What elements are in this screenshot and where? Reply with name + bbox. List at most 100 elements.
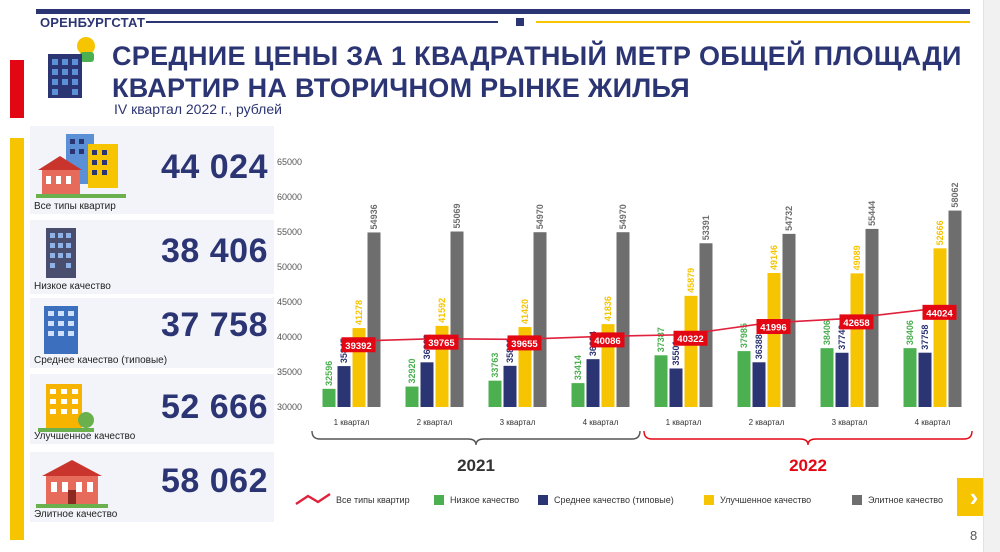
bar-mid — [420, 362, 434, 407]
legend-label: Улучшенное качество — [720, 495, 811, 505]
bar-value-label: 36388 — [754, 334, 764, 359]
line-point-label: 41996 — [760, 323, 786, 334]
page-subtitle: IV квартал 2022 г., рублей — [114, 101, 282, 117]
bar-value-label: 41420 — [520, 299, 530, 324]
page-title: СРЕДНИЕ ЦЕНЫ ЗА 1 КВАДРАТНЫЙ МЕТР ОБЩЕЙ … — [112, 41, 962, 103]
legend-label: Среднее качество (типовые) — [554, 495, 674, 505]
x-tick-label: 4 квартал — [915, 418, 951, 427]
bar-value-label: 37985 — [739, 323, 749, 348]
line-point-label: 42658 — [843, 318, 869, 329]
bar-elite — [533, 232, 547, 407]
bar-value-label: 37758 — [920, 325, 930, 350]
line-point-badge — [341, 337, 376, 353]
legend-label: Низкое качество — [450, 495, 519, 505]
low-quality-label: Низкое качество — [34, 281, 111, 292]
summary-mid-quality: 37 758 Среднее качество (типовые) — [30, 298, 274, 368]
bar-value-label: 37748 — [837, 325, 847, 350]
bar-low — [820, 348, 834, 407]
bar-value-label: 41836 — [603, 296, 613, 321]
header-rule-dot — [516, 18, 524, 26]
legend-swatch — [852, 495, 862, 505]
line-point-label: 44024 — [926, 308, 953, 319]
bar-value-label: 33414 — [573, 355, 583, 380]
line-point-label: 40322 — [677, 334, 703, 345]
yellow-apartment-icon — [38, 384, 94, 432]
x-tick-label: 1 квартал — [334, 418, 370, 427]
bar-mid — [752, 362, 766, 407]
y-tick-label: 30000 — [277, 402, 302, 412]
legend-line-swatch — [295, 493, 331, 505]
bar-value-label: 38406 — [822, 320, 832, 345]
bar-value-label: 49146 — [769, 245, 779, 270]
top-rule — [36, 9, 970, 14]
y-tick-label: 45000 — [277, 297, 302, 307]
year-label: 2021 — [457, 456, 495, 475]
apartment-block-icon — [46, 228, 76, 278]
bar-value-label: 37387 — [656, 327, 666, 352]
line-point-badge — [673, 330, 708, 346]
y-tick-label: 55000 — [277, 227, 302, 237]
bar-improved — [684, 295, 698, 407]
x-tick-label: 3 квартал — [832, 418, 868, 427]
mid-quality-value: 37 758 — [161, 306, 268, 344]
y-tick-label: 35000 — [277, 367, 302, 377]
elite-quality-value: 58 062 — [161, 462, 268, 500]
line-point-badge — [922, 304, 957, 320]
agency-name: ОРЕНБУРГСТАТ — [40, 15, 146, 30]
bar-value-label: 54970 — [535, 204, 545, 229]
x-tick-label: 4 квартал — [583, 418, 619, 427]
line-point-badge — [839, 314, 874, 330]
summary-elite-quality: 58 062 Элитное качество — [30, 452, 274, 522]
header-rule-yellow — [536, 21, 970, 23]
x-tick-label: 3 квартал — [500, 418, 536, 427]
red-accent-tab — [10, 60, 24, 118]
legend-label: Все типы квартир — [336, 495, 410, 505]
line-point-label: 40086 — [594, 336, 620, 347]
bar-mid — [503, 365, 517, 407]
bar-mid — [586, 359, 600, 407]
all-types-value: 44 024 — [161, 148, 268, 186]
bar-low — [654, 355, 668, 407]
bar-mid — [669, 368, 683, 407]
price-chart: 30000 35000 40000 45000 50000 55000 60000 65000… — [277, 157, 973, 505]
line-point-label: 39765 — [428, 338, 455, 349]
bar-mid — [835, 352, 849, 407]
year-brace — [311, 430, 641, 446]
bar-value-label: 55444 — [867, 201, 877, 226]
legend-swatch — [538, 495, 548, 505]
y-tick-label: 65000 — [277, 157, 302, 167]
bar-low — [903, 348, 917, 407]
bar-value-label: 33763 — [490, 353, 500, 378]
bar-low — [737, 351, 751, 407]
bar-value-label: 54936 — [369, 204, 379, 229]
bar-elite — [699, 243, 713, 407]
year-label: 2022 — [789, 456, 827, 475]
bar-value-label: 54970 — [618, 204, 628, 229]
bar-mid — [918, 352, 932, 407]
bar-elite — [616, 232, 630, 407]
bar-value-label: 49089 — [852, 245, 862, 270]
page-number: 8 — [970, 528, 978, 543]
line-point-badge — [424, 334, 459, 350]
mid-quality-label: Среднее качество (типовые) — [34, 355, 168, 366]
bar-improved — [767, 272, 781, 407]
bar-low — [405, 386, 419, 407]
bar-value-label: 32596 — [324, 361, 334, 386]
bar-value-label: 32920 — [407, 359, 417, 384]
summary-all-types: 44 024 Все типы квартир — [30, 126, 274, 214]
scrollbar[interactable] — [983, 0, 1000, 552]
low-quality-value: 38 406 — [161, 232, 268, 270]
legend-label: Элитное качество — [868, 495, 943, 505]
bar-elite — [450, 231, 464, 407]
title-building-icon — [48, 37, 95, 98]
x-tick-label: 1 квартал — [666, 418, 702, 427]
bar-value-label: 54732 — [784, 206, 794, 231]
bar-value-label: 52666 — [935, 220, 945, 245]
bar-value-label: 45879 — [686, 268, 696, 293]
elite-quality-label: Элитное качество — [34, 509, 118, 520]
all-types-label: Все типы квартир — [34, 201, 116, 212]
summary-low-quality: 38 406 Низкое качество — [30, 220, 274, 294]
x-tick-label: 2 квартал — [417, 418, 453, 427]
bar-value-label: 53391 — [701, 215, 711, 240]
bar-improved — [850, 273, 864, 407]
